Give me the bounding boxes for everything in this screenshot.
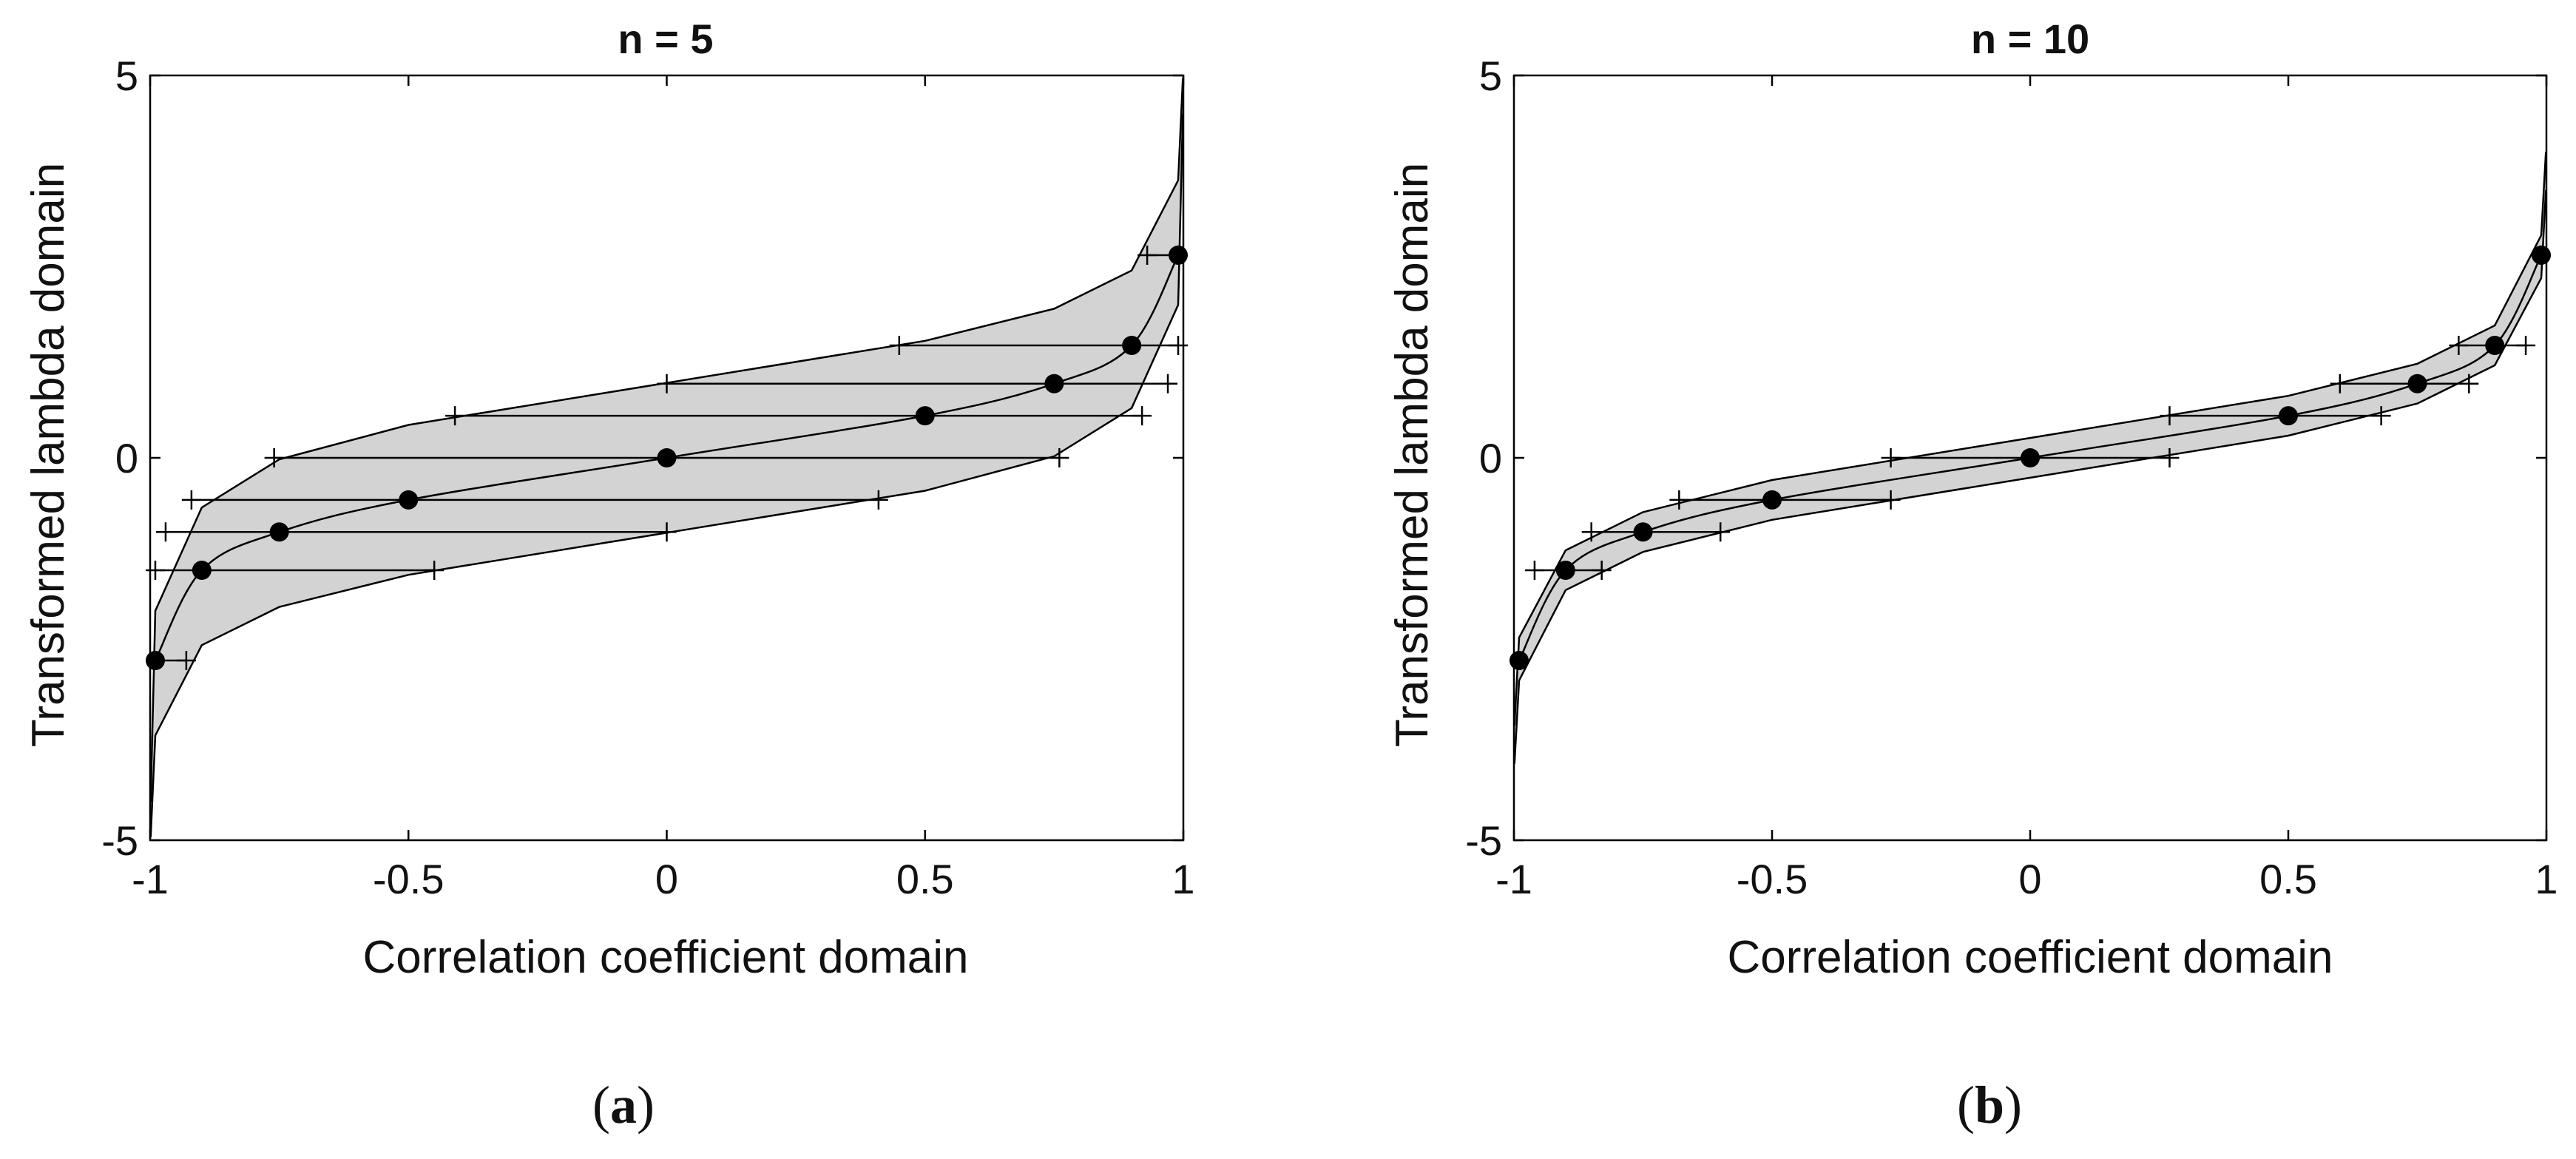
interval-end-marker xyxy=(1581,522,1601,542)
plot-area: -1 -0.5 0 0.5 1 -5 0 5 xyxy=(1465,53,2558,902)
interval-end-marker xyxy=(1158,374,1178,393)
data-point xyxy=(2407,374,2427,393)
data-point xyxy=(1122,336,1142,356)
interval-end-marker xyxy=(1711,522,1731,542)
data-point xyxy=(399,490,419,510)
data-point xyxy=(657,448,677,467)
y-tick-label: 5 xyxy=(1479,53,1502,99)
interval-end-marker xyxy=(1592,560,1612,580)
interval-end-marker xyxy=(657,522,677,542)
x-tick-label: 0.5 xyxy=(2259,856,2317,902)
interval-end-marker xyxy=(1881,490,1901,510)
interval-end-marker xyxy=(1169,336,1189,356)
y-tick-label: 0 xyxy=(1479,435,1502,481)
interval-end-marker xyxy=(2459,374,2479,393)
x-axis-label: Correlation coefficient domain xyxy=(1727,932,2333,983)
interval-end-marker xyxy=(1137,245,1157,265)
chart-panel-b: n = 10 -1 -0.5 0 0.5 1 -5 0 5 Correlation coeff… xyxy=(1387,16,2558,1135)
data-point xyxy=(1633,522,1653,542)
interval-end-marker xyxy=(2160,406,2180,426)
interval-end-marker xyxy=(868,490,888,510)
data-point xyxy=(915,406,935,426)
interval-end-marker xyxy=(2330,374,2350,393)
x-tick-label: 1 xyxy=(1172,856,1194,902)
panel-caption: (b) xyxy=(1957,1075,2022,1135)
interval-end-marker xyxy=(264,448,284,467)
interval-end-marker xyxy=(1524,560,1544,580)
data-point xyxy=(145,651,165,671)
data-point xyxy=(2279,406,2298,426)
y-tick-label: -5 xyxy=(1465,817,1502,864)
y-axis-label: Transformed lambda domain xyxy=(1387,163,1438,747)
interval-end-marker xyxy=(2160,448,2180,467)
lower-band-line xyxy=(1513,190,2547,764)
panel-caption: (a) xyxy=(592,1075,655,1135)
data-point xyxy=(2532,245,2552,265)
plot-area: -1 -0.5 0 0.5 1 -5 0 5 xyxy=(101,53,1194,902)
x-tick-label: -0.5 xyxy=(1737,856,1808,902)
chart-title: n = 10 xyxy=(1971,16,2089,62)
interval-end-marker xyxy=(657,374,677,393)
interval-end-marker xyxy=(2516,336,2536,356)
x-tick-label: -1 xyxy=(132,856,169,902)
chart-title: n = 5 xyxy=(618,16,713,62)
data-point xyxy=(192,560,212,580)
interval-end-marker xyxy=(445,406,465,426)
y-axis-label: Transformed lambda domain xyxy=(23,163,74,747)
y-tick-label: -5 xyxy=(101,817,138,864)
data-point xyxy=(1044,374,1064,393)
interval-end-marker xyxy=(425,560,444,580)
data-point xyxy=(1762,490,1782,510)
interval-end-marker xyxy=(889,336,909,356)
y-tick-label: 0 xyxy=(115,435,138,481)
interval-end-marker xyxy=(155,522,175,542)
interval-end-marker xyxy=(176,651,196,671)
data-point xyxy=(269,522,289,542)
chart-panel-a: n = 5 -1 -0.5 0 0.5 1 -5 0 5 Correlation coeffi… xyxy=(23,16,1195,1135)
data-point xyxy=(1169,245,1189,265)
x-tick-label: 0 xyxy=(2018,856,2041,902)
data-point xyxy=(2021,448,2040,467)
data-point xyxy=(1555,560,1575,580)
interval-end-marker xyxy=(2449,336,2469,356)
x-axis-label: Correlation coefficient domain xyxy=(362,932,968,983)
x-tick-label: 1 xyxy=(2535,856,2558,902)
interval-end-marker xyxy=(145,560,165,580)
data-point xyxy=(2485,336,2505,356)
interval-end-marker xyxy=(1669,490,1689,510)
upper-band-line xyxy=(1513,152,2547,726)
x-tick-label: 0.5 xyxy=(896,856,954,902)
x-tick-label: 0 xyxy=(655,856,678,902)
interval-end-marker xyxy=(1049,448,1069,467)
x-tick-label: -1 xyxy=(1495,856,1532,902)
data-point xyxy=(1509,651,1529,671)
interval-end-marker xyxy=(181,490,201,510)
interval-end-marker xyxy=(1881,448,1901,467)
interval-end-marker xyxy=(2371,406,2391,426)
interval-end-marker xyxy=(1132,406,1152,426)
x-tick-label: -0.5 xyxy=(373,856,444,902)
y-tick-label: 5 xyxy=(115,53,138,99)
